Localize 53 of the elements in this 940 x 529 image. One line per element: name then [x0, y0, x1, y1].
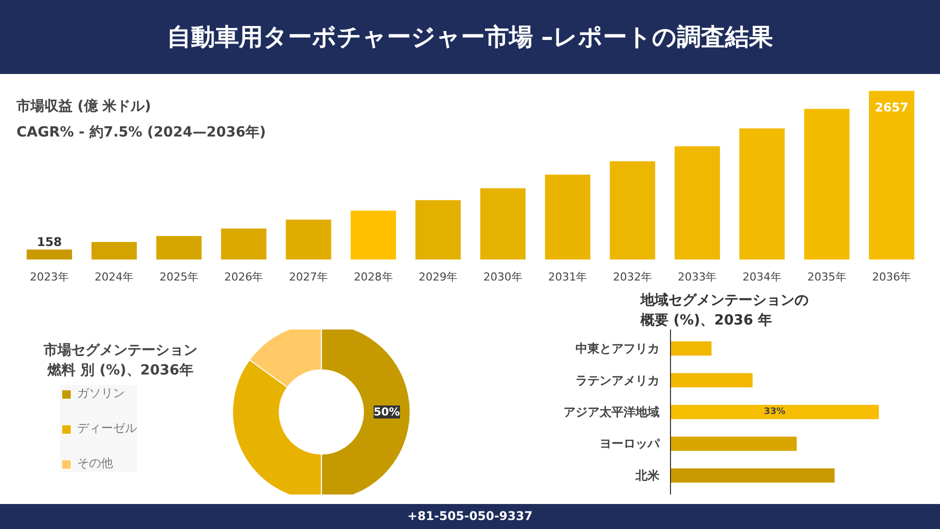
- x-tick-label: 2034年: [742, 270, 782, 284]
- text: 燃料 別 (%)、2036年: [46, 362, 194, 379]
- bar: [670, 373, 753, 388]
- text: 市場収益 (億 米ドル): [16, 98, 152, 114]
- bar: [545, 174, 590, 260]
- x-tick-label: 2036年: [872, 270, 912, 284]
- bar: [91, 242, 137, 260]
- x-tick-label: 2030年: [483, 270, 522, 284]
- y-tick-label: 中東とアフリカ: [576, 342, 660, 356]
- data-label: 2657: [874, 100, 908, 115]
- y-tick-label: 北米: [634, 468, 660, 482]
- x-tick-label: 2028年: [354, 270, 393, 284]
- bar: [221, 228, 266, 260]
- bar: [670, 404, 879, 420]
- data-label: 50%: [374, 406, 400, 418]
- bar: [350, 210, 396, 260]
- data-label: 33%: [764, 407, 786, 417]
- x-tick-label: 2023年: [30, 270, 69, 284]
- bar: [156, 236, 202, 260]
- x-tick-label: 2031年: [548, 270, 588, 284]
- bar: [610, 161, 656, 260]
- text: +81-505-050-9337: [407, 508, 533, 525]
- chart-subtitle: 概要 (%)、2036 年: [640, 312, 772, 328]
- y-tick-label: アジア太平洋地域: [564, 405, 660, 419]
- chart-title: 地域セグメンテーションの: [640, 292, 808, 308]
- bar: [674, 146, 720, 260]
- y-tick-label: ラテンアメリカ: [576, 373, 660, 388]
- annotation: CAGR% - 約7.5% (2024—2036年): [16, 124, 266, 140]
- bar: [670, 436, 797, 451]
- bar: [670, 341, 712, 356]
- bar: [480, 188, 526, 260]
- x-tick-label: 2033年: [678, 270, 717, 284]
- bar: [415, 200, 461, 260]
- bar: [739, 128, 785, 260]
- bar: [868, 90, 914, 260]
- chart-title: 自動車用ターボチャージャー市場 –レポートの調査結果: [166, 22, 774, 53]
- bar: [670, 468, 835, 483]
- x-tick-label: 2032年: [612, 270, 652, 284]
- bar: [804, 108, 850, 260]
- y-tick-label: ヨーロッパ: [600, 436, 660, 451]
- x-tick-label: 2027年: [289, 270, 328, 284]
- bar: [26, 249, 72, 260]
- legend-label: ディーゼル: [77, 420, 137, 437]
- x-tick-label: 2035年: [807, 270, 846, 284]
- text: 市場セグメンテーション: [42, 342, 198, 359]
- x-tick-label: 2029年: [418, 270, 458, 284]
- data-label: 158: [36, 235, 62, 250]
- x-tick-label: 2025年: [159, 270, 198, 284]
- x-tick-label: 2026年: [224, 270, 264, 284]
- x-tick-label: 2024年: [94, 270, 134, 284]
- bar: [286, 220, 332, 260]
- legend-label: その他: [77, 455, 113, 472]
- legend-label: ガソリン: [77, 385, 125, 402]
